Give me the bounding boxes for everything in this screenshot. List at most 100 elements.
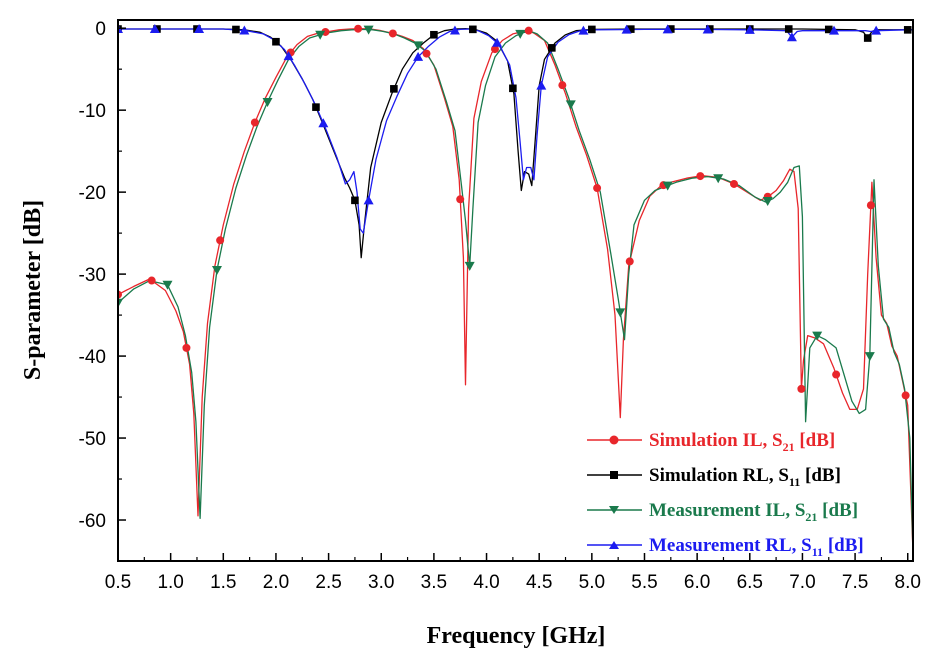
y-axis-title: S-parameter [dB] [20, 200, 46, 380]
data-point-meas-rl [149, 24, 160, 34]
data-point-sim-il [832, 370, 841, 379]
data-point-meas-rl [786, 32, 797, 42]
data-point-meas-il [464, 261, 475, 271]
data-point-sim-rl [509, 84, 517, 93]
data-point-meas-il [363, 25, 374, 35]
data-point-sim-rl [784, 25, 793, 33]
data-point-sim-il [696, 172, 705, 181]
x-tick-label: 5.5 [631, 572, 657, 593]
legend-marker-sim-rl [610, 471, 618, 479]
data-point-meas-rl [702, 24, 713, 34]
data-point-sim-il [490, 45, 499, 54]
legend-marker-sim-il [609, 435, 619, 445]
x-tick-label: 8.0 [895, 572, 921, 593]
data-point-meas-il [118, 298, 123, 308]
data-point-sim-il [250, 118, 259, 127]
plot-area [118, 24, 913, 553]
y-tick-label: -10 [79, 101, 106, 122]
legend-label-sim-rl: Simulation RL, S11 [dB] [649, 465, 841, 489]
data-point-meas-il [262, 97, 273, 107]
legend-label-meas-il: Measurement IL, S21 [dB] [649, 500, 858, 524]
series-line-meas-rl [118, 28, 913, 234]
data-point-sim-il [422, 49, 431, 58]
legend-item-sim-rl: Simulation RL, S11 [dB] [587, 465, 841, 489]
data-point-meas-rl [492, 37, 503, 47]
x-tick-label: 1.5 [210, 572, 236, 593]
data-point-sim-il [866, 201, 875, 210]
data-point-meas-rl [662, 24, 673, 34]
data-point-meas-il [515, 29, 526, 39]
x-tick-label: 4.5 [526, 572, 552, 593]
data-point-sim-rl [430, 30, 438, 39]
data-point-sim-il [388, 29, 397, 38]
data-point-sim-il [729, 179, 738, 188]
legend-marker-meas-il [609, 506, 619, 514]
data-point-meas-il [413, 41, 424, 51]
data-point-meas-rl [536, 80, 547, 90]
series-line-sim-rl [118, 27, 913, 259]
x-tick-label: 6.0 [684, 572, 710, 593]
data-point-sim-il [216, 236, 225, 245]
y-tick-label: -50 [79, 429, 106, 450]
data-point-sim-rl [588, 25, 596, 34]
data-point-sim-il [593, 184, 602, 193]
data-point-meas-rl [829, 25, 840, 35]
data-point-meas-rl [744, 24, 755, 34]
legend-item-meas-il: Measurement IL, S21 [dB] [587, 500, 858, 524]
data-point-meas-rl [283, 51, 294, 61]
data-point-sim-il [147, 276, 156, 285]
series-line-meas-il [118, 28, 913, 553]
data-point-sim-rl [667, 25, 675, 33]
data-point-sim-rl [312, 103, 320, 111]
x-tick-label: 3.5 [421, 572, 447, 593]
x-tick-label: 5.0 [579, 572, 605, 593]
data-point-sim-il [625, 257, 634, 266]
data-point-sim-rl [469, 25, 477, 34]
data-point-meas-rl [363, 195, 374, 205]
y-tick-label: -30 [79, 265, 106, 286]
data-point-meas-il [315, 30, 326, 40]
data-point-meas-il [762, 197, 773, 207]
data-point-meas-rl [413, 51, 424, 61]
data-point-sim-il [558, 81, 567, 90]
legend: Simulation IL, S21 [dB] Simulation RL, S… [587, 430, 864, 559]
data-point-sim-il [901, 391, 910, 400]
data-point-sim-rl [351, 196, 359, 205]
data-point-sim-il [321, 27, 330, 36]
data-point-sim-rl [272, 37, 280, 46]
series-layer [118, 24, 913, 553]
data-point-meas-il [162, 280, 173, 290]
data-point-meas-il [615, 308, 626, 318]
data-point-meas-rl [239, 25, 250, 35]
x-tick-label: 6.5 [737, 572, 763, 593]
y-tick-label: 0 [95, 19, 106, 40]
axis-layer: 0.5 1.0 1.5 2.0 2.5 3.0 3.5 4.0 4.5 5.0 5.5 6.0 6.5 7… [79, 19, 921, 593]
legend-label-sim-il: Simulation IL, S21 [dB] [649, 430, 835, 454]
data-point-meas-rl [449, 25, 460, 35]
data-point-sim-rl [903, 26, 912, 34]
x-tick-label: 0.5 [105, 572, 131, 593]
data-point-meas-rl [871, 25, 882, 35]
data-point-sim-rl [232, 25, 240, 34]
x-tick-label: 3.0 [368, 572, 394, 593]
data-point-meas-il [211, 266, 222, 276]
y-tick-label: -20 [79, 183, 106, 204]
data-point-meas-rl [318, 118, 329, 128]
legend-label-meas-rl: Measurement RL, S11 [dB] [649, 535, 864, 559]
data-point-sim-rl [390, 85, 398, 93]
x-tick-label: 1.0 [157, 572, 183, 593]
plot-frame [117, 19, 914, 562]
data-point-meas-il [713, 174, 724, 184]
y-tick-label: -60 [79, 511, 106, 532]
data-point-sim-il [524, 26, 533, 35]
data-point-meas-rl [194, 24, 205, 34]
y-tick-label: -40 [79, 347, 106, 368]
x-tick-label: 4.0 [473, 572, 499, 593]
data-point-sim-il [797, 384, 806, 393]
data-point-meas-il [864, 352, 875, 362]
data-point-meas-il [812, 331, 823, 341]
x-tick-label: 2.5 [315, 572, 341, 593]
legend-marker-meas-rl [609, 541, 619, 549]
data-point-meas-rl [621, 24, 632, 34]
